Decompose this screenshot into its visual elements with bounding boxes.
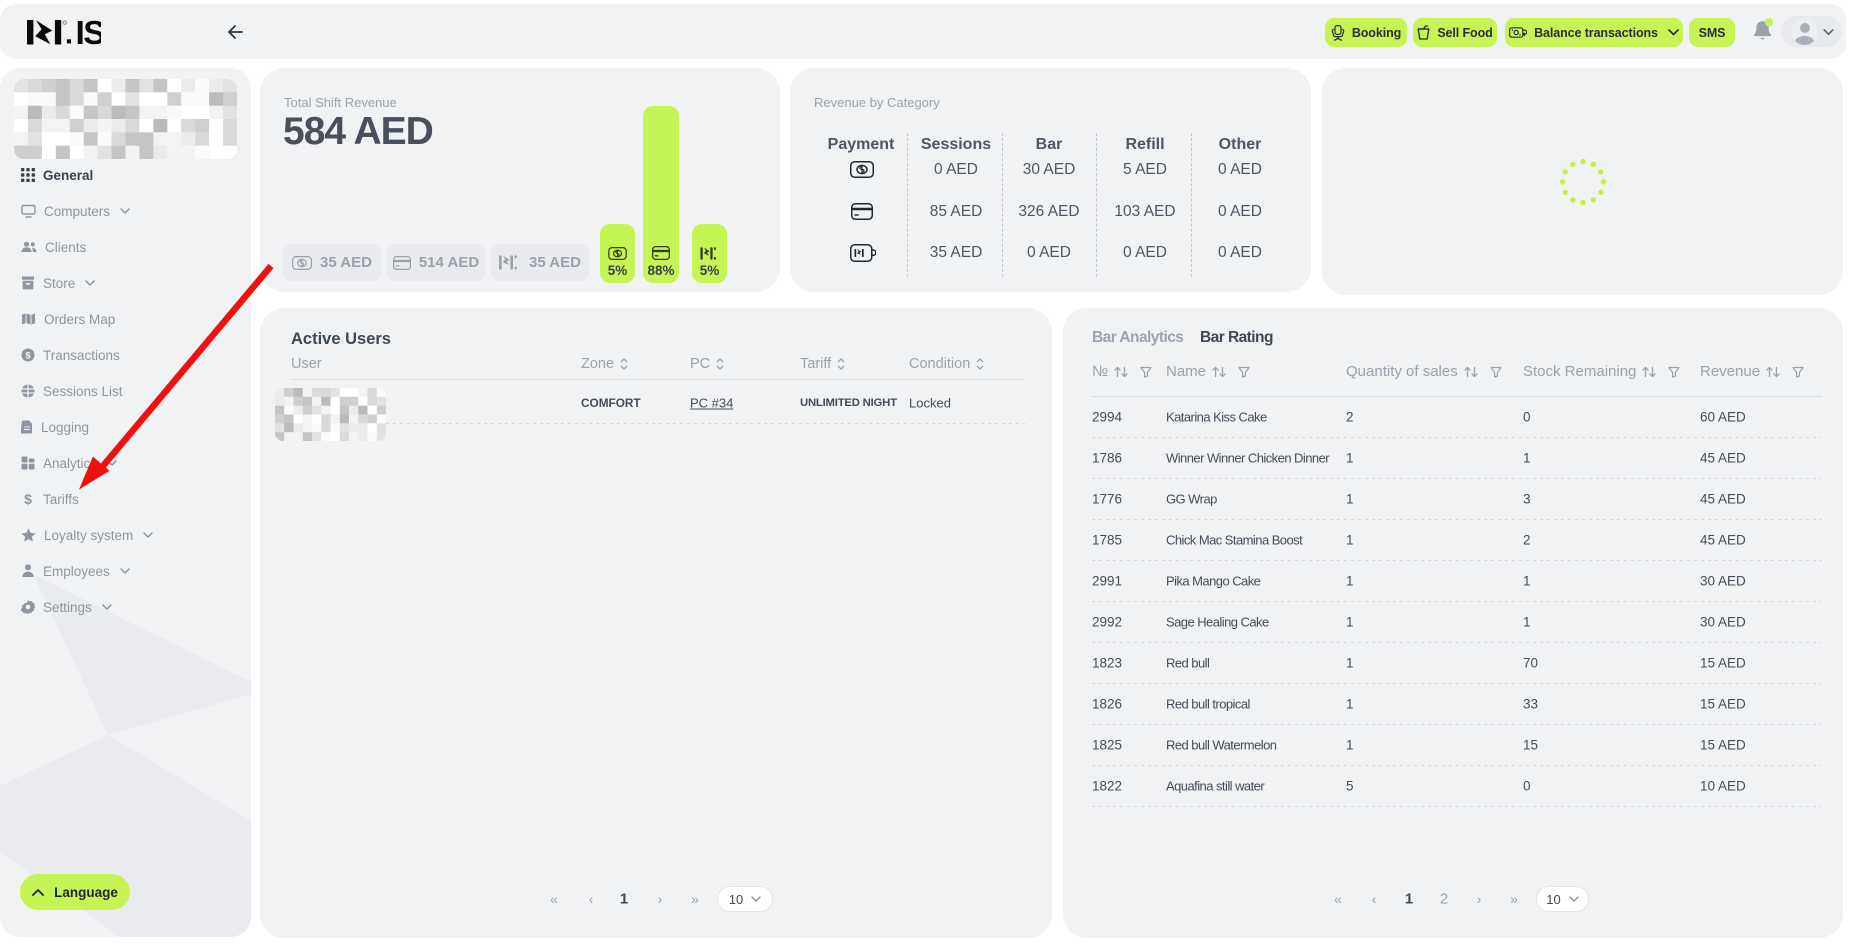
svg-text:$: $ [24, 492, 32, 506]
svg-text:$: $ [25, 350, 31, 361]
svg-text:IS: IS [76, 20, 102, 45]
